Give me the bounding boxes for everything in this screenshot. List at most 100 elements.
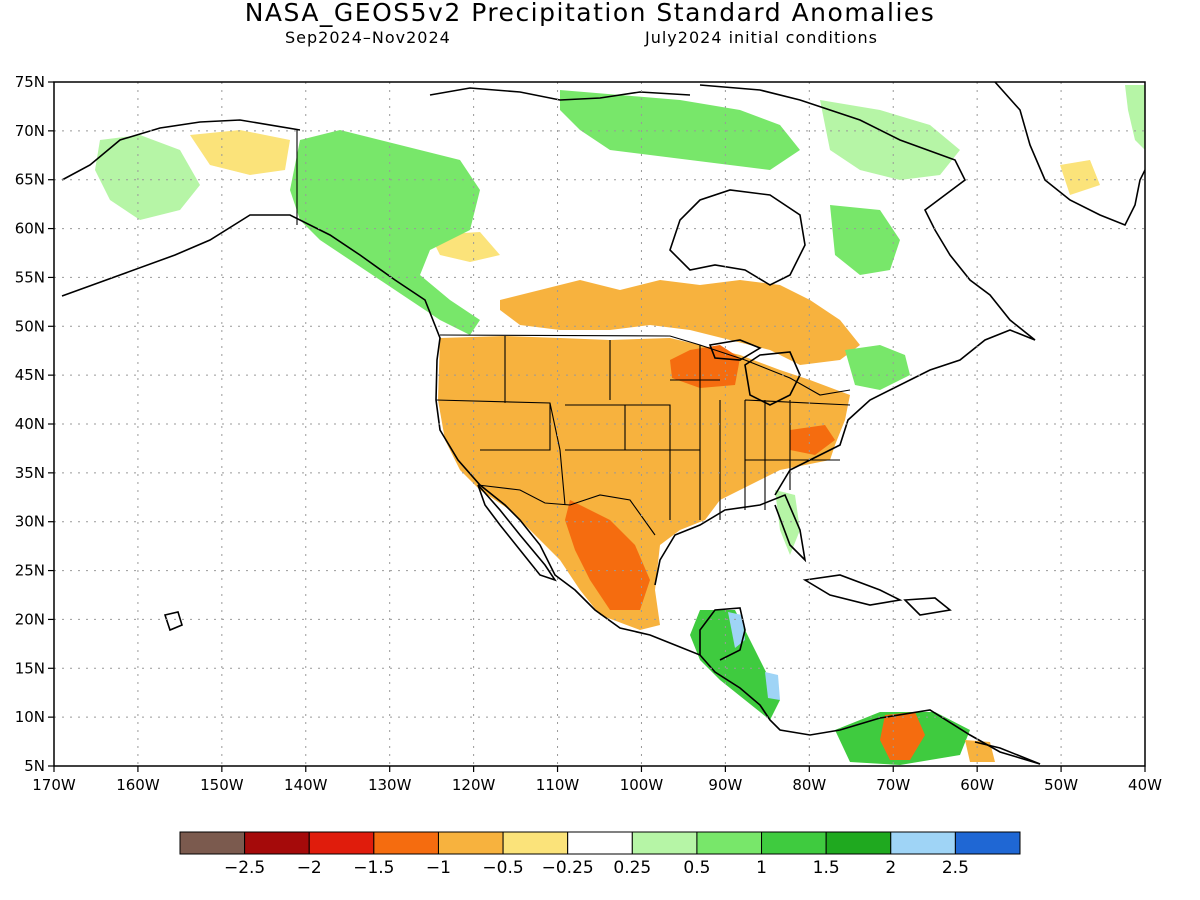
lat-tick-label: 30N	[15, 513, 45, 531]
colorbar-swatch	[567, 831, 633, 855]
colorbar-label: −1.5	[353, 858, 394, 878]
lon-tick-label: 50W	[1044, 776, 1078, 794]
east-coastline	[699, 84, 1036, 496]
wet-anomaly-region-northeast	[845, 345, 910, 390]
political-boundaries	[296, 130, 851, 536]
colorbar-swatch	[437, 831, 504, 855]
lon-tick-label: 150W	[200, 776, 244, 794]
colorbar-label: 0.25	[613, 858, 651, 878]
lon-tick-label: 60W	[960, 776, 994, 794]
colorbar-label: −2	[297, 858, 322, 878]
map-area	[54, 82, 1145, 766]
colorbar-label: 1.5	[813, 858, 840, 878]
wet-anomaly-region-quebec	[830, 205, 900, 275]
lat-tick-label: 60N	[15, 220, 45, 238]
dry-anomaly-region	[438, 336, 850, 630]
hawaii-island	[163, 611, 183, 632]
lat-tick-label: 10N	[15, 708, 45, 726]
lat-tick-label: 55N	[15, 268, 45, 286]
latitude-axis: 75N 70N 65N 60N 55N 50N 45N 40N 35N 30N 25N 20N 15N 1…	[15, 73, 54, 775]
us-mexico-border	[477, 484, 656, 536]
lat-tick-label: 70N	[15, 122, 45, 140]
hudson-bay	[669, 189, 806, 286]
lon-tick-label: 100W	[620, 776, 664, 794]
colorbar-legend: −2.5 −2 −1.5 −1 −0.5 −0.25 0.25 0.5 1 1.5 2 2.5	[179, 831, 1021, 878]
north-america-coastline	[974, 741, 1041, 765]
slight-dry-anomaly	[190, 130, 290, 175]
lat-tick-label: 40N	[15, 415, 45, 433]
lon-tick-label: 140W	[284, 776, 328, 794]
us-canada-border	[439, 334, 851, 396]
lon-tick-label: 80W	[792, 776, 826, 794]
dry-anomaly-region-canada	[500, 280, 860, 365]
wet-anomaly-region-north	[820, 100, 960, 180]
lat-tick-label: 65N	[15, 171, 45, 189]
wet-anomaly-florida	[775, 490, 800, 555]
moderate-dry-anomaly	[670, 345, 740, 388]
colorbar-swatch	[825, 831, 892, 855]
state-boundaries	[435, 336, 851, 520]
lat-tick-label: 35N	[15, 464, 45, 482]
colorbar-swatch	[502, 831, 569, 855]
lat-tick-label: 5N	[24, 757, 45, 775]
longitude-axis: 170W 160W 150W 140W 130W 120W 110W 100W 90W 80W 70…	[32, 766, 1162, 794]
baja-california	[477, 484, 557, 582]
map-title: NASA_GEOS5v2 Precipitation Standard Anom…	[244, 0, 936, 27]
lon-tick-label: 110W	[536, 776, 580, 794]
colorbar-swatch	[631, 831, 698, 855]
initial-conditions-label: July2024 initial conditions	[645, 28, 878, 47]
lat-tick-label: 50N	[15, 317, 45, 335]
colorbar-swatch	[244, 831, 310, 855]
colorbar-label: −0.5	[482, 858, 523, 878]
colorbar-swatch	[179, 831, 246, 855]
colorbar-label: −2.5	[224, 858, 265, 878]
great-lakes	[744, 351, 801, 406]
alaska-coastline	[61, 119, 301, 181]
colorbar-swatch	[308, 831, 375, 855]
colorbar-label: 0.5	[683, 858, 710, 878]
lat-tick-label: 25N	[15, 562, 45, 580]
lat-tick-label: 45N	[15, 366, 45, 384]
wet-anomaly-region-central-america	[690, 610, 780, 720]
strong-wet-anomaly	[728, 612, 745, 648]
hispaniola-coastline	[903, 597, 952, 616]
forecast-period: Sep2024–Nov2024	[285, 28, 451, 47]
lat-tick-label: 75N	[15, 73, 45, 91]
colorbar-label: 1	[756, 858, 767, 878]
wet-anomaly-region-west-canada	[95, 135, 200, 220]
lat-tick-label: 20N	[15, 610, 45, 628]
slight-dry-anomaly	[1060, 160, 1100, 195]
colorbar-swatch	[696, 831, 763, 855]
colorbar-swatch	[890, 831, 956, 855]
moderate-dry-anomaly	[565, 500, 650, 610]
colorbar-swatch	[761, 831, 827, 855]
wet-anomaly-region-alaska-canada	[290, 130, 480, 335]
anomaly-fields	[95, 85, 1145, 765]
greenland-coastline	[994, 82, 1145, 227]
strong-wet-anomaly	[765, 672, 780, 700]
colorbar-label: 2.5	[942, 858, 969, 878]
lon-tick-label: 170W	[32, 776, 76, 794]
lon-tick-label: 90W	[708, 776, 742, 794]
lon-tick-label: 40W	[1128, 776, 1162, 794]
colorbar-label: 2	[885, 858, 896, 878]
yucatan-coastline	[699, 607, 746, 661]
colorbar-label: −1	[426, 858, 451, 878]
wet-anomaly-greenland	[1125, 85, 1145, 150]
north-america-coastline	[61, 214, 1041, 765]
colorbar-label: −0.25	[542, 858, 594, 878]
great-lakes	[708, 339, 762, 361]
gulf-coastline	[654, 493, 807, 586]
colorbar-swatch	[954, 831, 1021, 855]
wet-anomaly-region-north	[560, 90, 800, 170]
coastlines	[61, 82, 1145, 765]
lon-tick-label: 70W	[876, 776, 910, 794]
lon-tick-label: 160W	[116, 776, 160, 794]
graticule	[54, 82, 1145, 766]
dry-anomaly-south-america	[880, 712, 925, 760]
moderate-dry-anomaly	[790, 425, 835, 455]
arctic-islands	[429, 87, 691, 101]
lat-tick-label: 15N	[15, 659, 45, 677]
colorbar-swatch	[373, 831, 439, 855]
